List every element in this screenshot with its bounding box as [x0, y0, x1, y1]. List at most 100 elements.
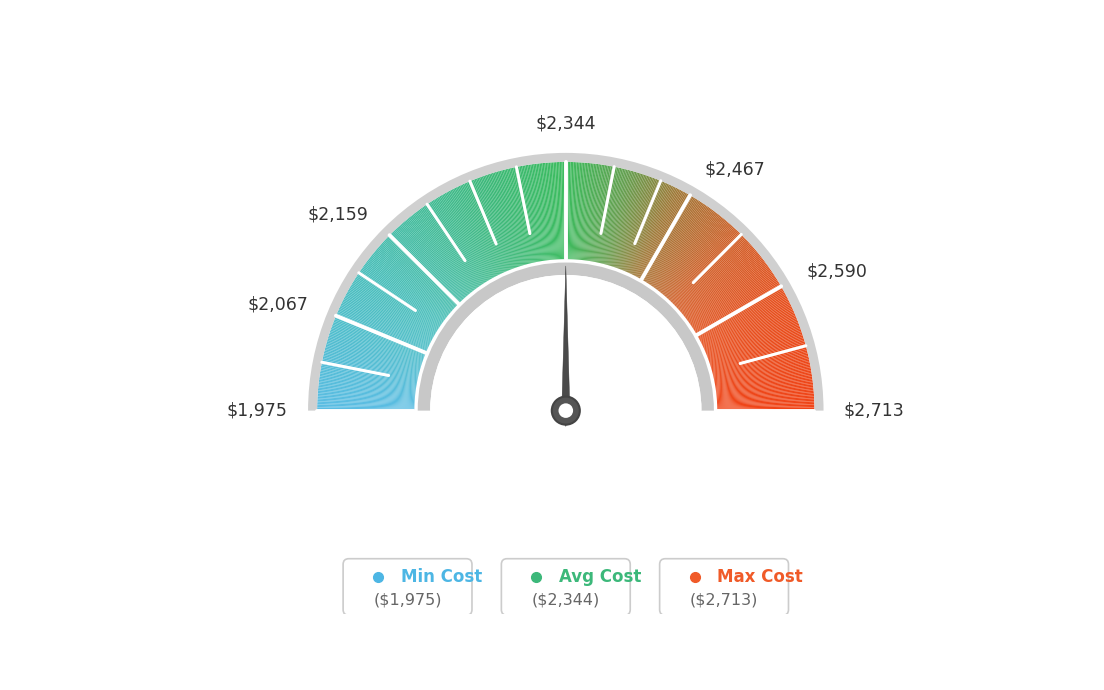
- Wedge shape: [715, 370, 811, 387]
- Wedge shape: [513, 167, 534, 263]
- Wedge shape: [591, 165, 608, 262]
- Wedge shape: [426, 204, 481, 286]
- Wedge shape: [715, 372, 811, 388]
- Wedge shape: [363, 266, 443, 323]
- Wedge shape: [702, 301, 789, 344]
- Wedge shape: [598, 168, 620, 263]
- Wedge shape: [616, 176, 650, 268]
- Wedge shape: [341, 304, 429, 346]
- Wedge shape: [318, 386, 415, 396]
- Wedge shape: [623, 180, 660, 270]
- Text: $2,344: $2,344: [535, 115, 596, 132]
- Wedge shape: [707, 317, 797, 355]
- Wedge shape: [317, 409, 414, 411]
- Wedge shape: [665, 222, 729, 297]
- Wedge shape: [715, 367, 811, 385]
- Wedge shape: [460, 185, 502, 273]
- Circle shape: [559, 404, 573, 418]
- Wedge shape: [341, 302, 429, 345]
- Wedge shape: [694, 280, 778, 332]
- Wedge shape: [689, 266, 768, 323]
- Wedge shape: [588, 165, 605, 261]
- Wedge shape: [339, 308, 428, 348]
- Wedge shape: [355, 276, 438, 329]
- Wedge shape: [355, 277, 438, 331]
- Wedge shape: [712, 346, 806, 372]
- Wedge shape: [318, 397, 415, 403]
- Wedge shape: [550, 162, 558, 259]
- Wedge shape: [716, 393, 814, 401]
- Wedge shape: [710, 333, 803, 364]
- Wedge shape: [704, 312, 795, 351]
- Wedge shape: [424, 206, 480, 286]
- Wedge shape: [545, 163, 554, 259]
- Wedge shape: [648, 202, 703, 284]
- Wedge shape: [406, 219, 469, 295]
- Wedge shape: [603, 169, 628, 264]
- Wedge shape: [713, 352, 808, 376]
- Wedge shape: [713, 356, 809, 379]
- Wedge shape: [507, 168, 531, 264]
- Wedge shape: [713, 355, 808, 377]
- Wedge shape: [400, 224, 466, 297]
- Text: $2,713: $2,713: [843, 402, 904, 420]
- Wedge shape: [385, 238, 457, 306]
- Wedge shape: [338, 309, 427, 350]
- Wedge shape: [709, 328, 800, 361]
- Text: ($1,975): ($1,975): [373, 593, 442, 608]
- Wedge shape: [319, 375, 416, 390]
- Wedge shape: [604, 170, 630, 264]
- Wedge shape: [369, 258, 446, 319]
- Wedge shape: [661, 217, 723, 293]
- Wedge shape: [346, 293, 432, 340]
- Wedge shape: [417, 262, 714, 411]
- Wedge shape: [486, 175, 518, 267]
- Wedge shape: [372, 253, 448, 315]
- Wedge shape: [628, 184, 670, 273]
- Wedge shape: [646, 199, 698, 282]
- Wedge shape: [631, 187, 676, 275]
- Wedge shape: [328, 337, 421, 366]
- Wedge shape: [718, 406, 815, 408]
- Wedge shape: [644, 197, 696, 282]
- Wedge shape: [364, 263, 444, 322]
- Wedge shape: [630, 186, 673, 274]
- Wedge shape: [565, 162, 567, 259]
- Wedge shape: [453, 188, 498, 276]
- Wedge shape: [560, 162, 563, 259]
- Wedge shape: [667, 225, 733, 298]
- Wedge shape: [323, 353, 418, 377]
- Wedge shape: [716, 386, 814, 396]
- Wedge shape: [342, 301, 429, 344]
- Wedge shape: [687, 262, 766, 321]
- Wedge shape: [714, 361, 810, 382]
- Wedge shape: [684, 256, 762, 317]
- Wedge shape: [705, 313, 795, 352]
- Wedge shape: [438, 197, 489, 281]
- Wedge shape: [620, 179, 657, 270]
- Wedge shape: [675, 237, 745, 306]
- Wedge shape: [452, 189, 497, 276]
- Wedge shape: [541, 163, 552, 260]
- Wedge shape: [713, 351, 807, 375]
- Wedge shape: [382, 241, 455, 308]
- Wedge shape: [446, 192, 493, 278]
- Wedge shape: [495, 172, 523, 266]
- Wedge shape: [501, 170, 528, 264]
- Wedge shape: [718, 404, 815, 408]
- Wedge shape: [711, 343, 806, 371]
- FancyBboxPatch shape: [343, 559, 473, 615]
- Wedge shape: [542, 163, 552, 260]
- Wedge shape: [439, 196, 489, 280]
- Wedge shape: [593, 166, 613, 262]
- Wedge shape: [408, 217, 470, 293]
- Wedge shape: [320, 367, 416, 385]
- Wedge shape: [577, 163, 586, 259]
- Wedge shape: [421, 208, 478, 288]
- Wedge shape: [337, 313, 426, 352]
- Wedge shape: [700, 296, 787, 342]
- Wedge shape: [529, 164, 544, 261]
- Wedge shape: [319, 378, 415, 392]
- Wedge shape: [618, 177, 652, 269]
- Wedge shape: [687, 261, 765, 320]
